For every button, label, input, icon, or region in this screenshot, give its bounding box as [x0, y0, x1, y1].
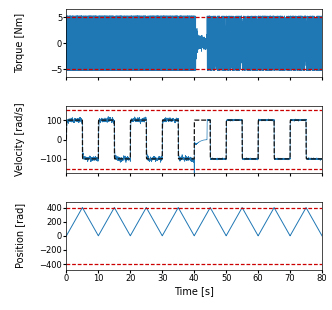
Y-axis label: Position [rad]: Position [rad]: [16, 203, 26, 268]
X-axis label: Time [s]: Time [s]: [174, 286, 214, 296]
Y-axis label: Velocity [rad/s]: Velocity [rad/s]: [16, 103, 26, 176]
Y-axis label: Torque [Nm]: Torque [Nm]: [16, 13, 26, 73]
